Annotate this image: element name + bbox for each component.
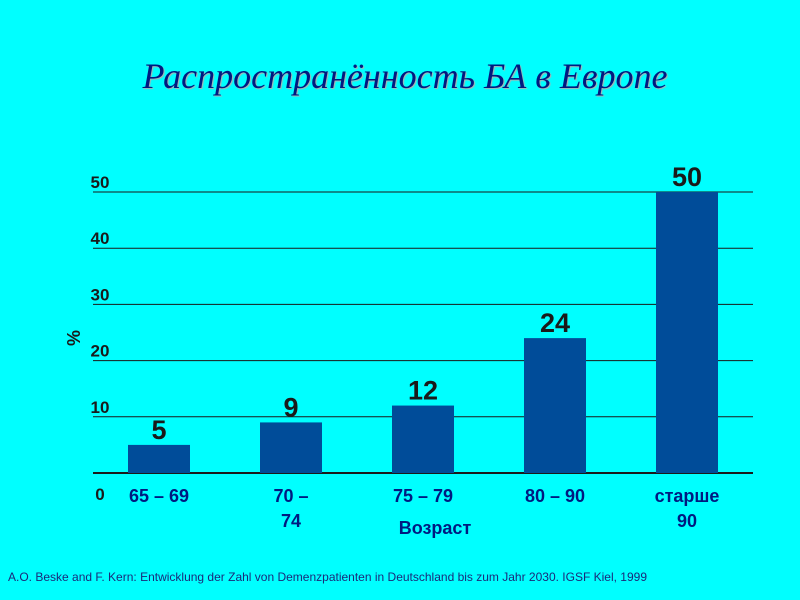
bar xyxy=(260,422,322,473)
bar xyxy=(392,405,454,473)
y-tick-labels: 0 10 20 30 40 50 xyxy=(91,173,110,504)
x-tick-label: старше xyxy=(655,486,720,506)
y-tick-label: 50 xyxy=(91,173,110,192)
source-footnote: A.O. Beske and F. Kern: Entwicklung der … xyxy=(8,570,648,584)
data-label: 50 xyxy=(672,162,702,192)
x-tick-label: 80 – 90 xyxy=(525,486,585,506)
x-tick-label: 75 – 79 xyxy=(393,486,453,506)
y-tick-label: 40 xyxy=(91,229,110,248)
y-tick-label: 20 xyxy=(91,342,110,361)
y-tick-label: 0 xyxy=(95,485,104,504)
y-tick-label: 10 xyxy=(91,398,110,417)
x-tick-label: 65 – 69 xyxy=(129,486,189,506)
data-label: 12 xyxy=(408,376,438,406)
bars xyxy=(128,192,718,473)
bar xyxy=(524,338,586,473)
x-tick-label: 90 xyxy=(677,511,697,531)
x-tick-labels: 65 – 69 70 – 74 75 – 79 80 – 90 старше 90 xyxy=(129,486,719,531)
y-axis-label: % xyxy=(64,330,84,346)
data-labels: 5 9 12 24 50 xyxy=(151,162,702,445)
data-label: 5 xyxy=(151,415,166,445)
x-tick-label: 70 – xyxy=(273,486,308,506)
data-label: 24 xyxy=(540,308,570,338)
x-axis-label: Возраст xyxy=(399,518,472,538)
data-label: 9 xyxy=(283,392,298,422)
x-tick-label: 74 xyxy=(281,511,301,531)
y-tick-label: 30 xyxy=(91,285,110,304)
bar xyxy=(128,444,190,473)
chart-title: Распространённость БА в Европе xyxy=(142,56,668,96)
bar xyxy=(656,192,718,473)
